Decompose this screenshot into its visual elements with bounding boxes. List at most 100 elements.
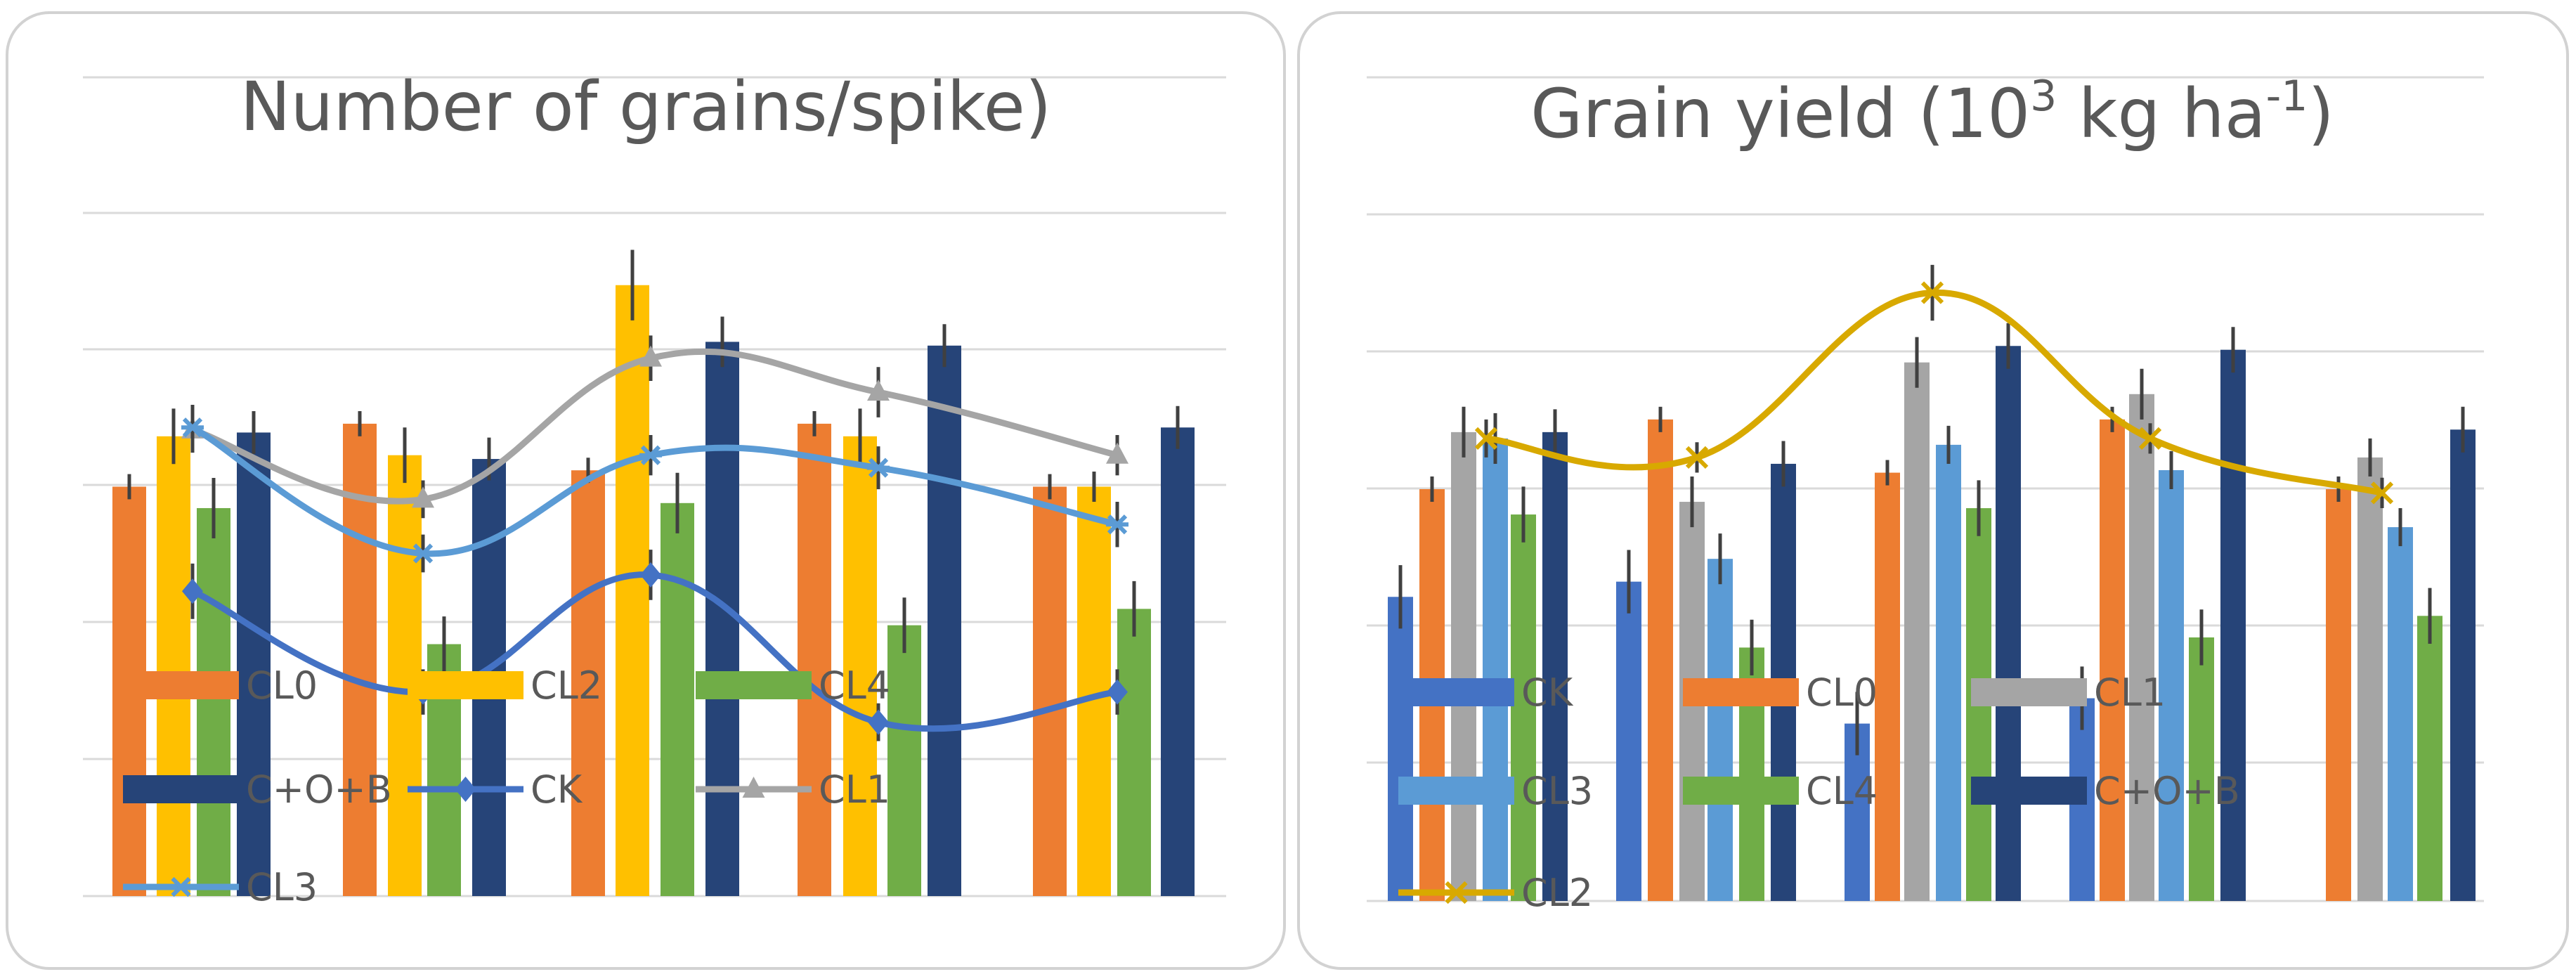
- bar-cl1: [2129, 394, 2154, 901]
- bar-cl3: [1707, 559, 1733, 901]
- marker-cl2: [2370, 481, 2394, 505]
- title-superscript: -1: [2266, 72, 2308, 121]
- marker-ck: [1107, 679, 1128, 705]
- legend-swatch: [1971, 678, 2087, 706]
- legend: CK CL0 CL1 CL3 CL4 C+O+B CL2: [1398, 670, 2240, 915]
- bar-c-o-b: [1161, 427, 1195, 896]
- marker-stroke: [2138, 427, 2162, 450]
- bar-cl3: [1483, 438, 1508, 901]
- bar-cl0: [1648, 419, 1673, 901]
- bar-c-o-b: [237, 432, 271, 896]
- marker-ck: [868, 709, 889, 735]
- legend-label: CL3: [246, 865, 318, 909]
- bar-cl3: [1936, 444, 1961, 901]
- legend-swatch: [408, 671, 523, 699]
- marker-ck: [640, 562, 661, 588]
- legend-label: C+O+B: [246, 767, 392, 812]
- legend-label: CK: [1521, 670, 1574, 715]
- legend-item-cl3: CL3: [123, 865, 318, 909]
- bar-cl0: [798, 423, 831, 896]
- bar-ck: [1388, 597, 1413, 901]
- marker-cl1: [867, 380, 890, 401]
- bar-ck: [1616, 581, 1641, 901]
- bar-c-o-b: [1542, 432, 1568, 901]
- legend-item-cl2: CL2: [408, 663, 602, 708]
- bar-cl3: [2159, 469, 2184, 901]
- legend-item-cl1: CL1: [696, 767, 890, 812]
- legend-label: CL0: [246, 663, 318, 708]
- marker-stroke: [412, 543, 434, 564]
- legend-marker: [1445, 881, 1468, 905]
- legend-swatch: [1971, 777, 2087, 805]
- legend-swatch: [1683, 678, 1799, 706]
- legend-marker: [169, 876, 193, 897]
- legend-label: CL3: [1521, 769, 1593, 813]
- title-part: kg ha: [2057, 74, 2265, 153]
- bars-group: [1388, 323, 2476, 902]
- bar-cl4: [661, 503, 694, 896]
- legend-marker: [742, 777, 765, 798]
- marker-stroke: [182, 417, 203, 438]
- legend-item-cl2: CL2: [1398, 871, 1593, 915]
- bar-c-o-b: [2220, 349, 2246, 902]
- bar-c-o-b: [1996, 346, 2021, 901]
- legend-label: CL2: [531, 663, 602, 708]
- legend-item-cl4: CL4: [1683, 769, 1878, 813]
- legend-swatch: [1398, 678, 1514, 706]
- marker-cl2: [1920, 281, 1944, 304]
- lines-group: [1474, 264, 2394, 509]
- legend-marker: [455, 777, 476, 802]
- bar-c-o-b: [928, 345, 961, 896]
- marker-stroke: [868, 458, 889, 478]
- bar-cl0: [571, 470, 605, 896]
- grains-per-spike-chart: Number of grains/spike) CL0 CL2 CL4 C+O+B CK…: [6, 11, 1286, 970]
- marker-cl3: [181, 417, 204, 438]
- legend-item-ck: CK: [408, 767, 583, 812]
- chart-frame: [1297, 11, 2569, 970]
- marker-cl2: [1474, 427, 1498, 450]
- marker-cl3: [867, 458, 890, 478]
- legend-swatch: [1683, 777, 1799, 805]
- bar-cl4: [1117, 609, 1151, 896]
- bar-cl1: [1904, 362, 1930, 901]
- bar-cl0: [1875, 472, 1900, 901]
- marker-stroke: [1920, 281, 1944, 304]
- bar-cl4: [197, 507, 230, 896]
- legend-swatch: [696, 671, 812, 699]
- marker-cl3: [1106, 514, 1128, 535]
- legend-swatch: [123, 671, 239, 699]
- bar-cl2: [616, 285, 649, 896]
- marker-cl2: [1685, 446, 1709, 469]
- legend-swatch: [1398, 777, 1514, 805]
- bar-cl4: [887, 625, 921, 896]
- legend-item-cl0: CL0: [1683, 670, 1878, 715]
- marker-cl2: [2138, 427, 2162, 450]
- marker-stroke: [171, 876, 191, 897]
- legend-item-cl0: CL0: [123, 663, 318, 708]
- title-part: Grain yield (10: [1530, 74, 2030, 153]
- marker-cl1: [1106, 442, 1128, 464]
- bar-c-o-b: [705, 342, 739, 896]
- bar-cl0: [2100, 419, 2125, 901]
- marker-cl3: [639, 445, 662, 465]
- legend-label: CL4: [819, 663, 890, 708]
- bar-cl2: [843, 436, 877, 896]
- marker-stroke: [1445, 881, 1468, 905]
- marker-cl1: [412, 486, 434, 508]
- legend: CL0 CL2 CL4 C+O+B CK CL1 CL3: [123, 663, 890, 909]
- legend-label: CL4: [1806, 769, 1878, 813]
- marker-cl3: [412, 543, 434, 564]
- legend-item-ck: CK: [1398, 670, 1574, 715]
- bar-cl0: [1033, 486, 1067, 896]
- legend-item-c-o-b: C+O+B: [1971, 769, 2240, 813]
- bar-cl2: [157, 436, 190, 896]
- legend-label: CL1: [2094, 670, 2166, 715]
- legend-label: CL0: [1806, 670, 1878, 715]
- title-superscript: 3: [2030, 72, 2057, 121]
- bar-cl4: [2189, 637, 2214, 901]
- marker-stroke: [2370, 481, 2394, 505]
- marker-stroke: [1474, 427, 1498, 450]
- chart-title: Grain yield (103 kg ha-1): [1530, 72, 2334, 153]
- marker-stroke: [1685, 446, 1709, 469]
